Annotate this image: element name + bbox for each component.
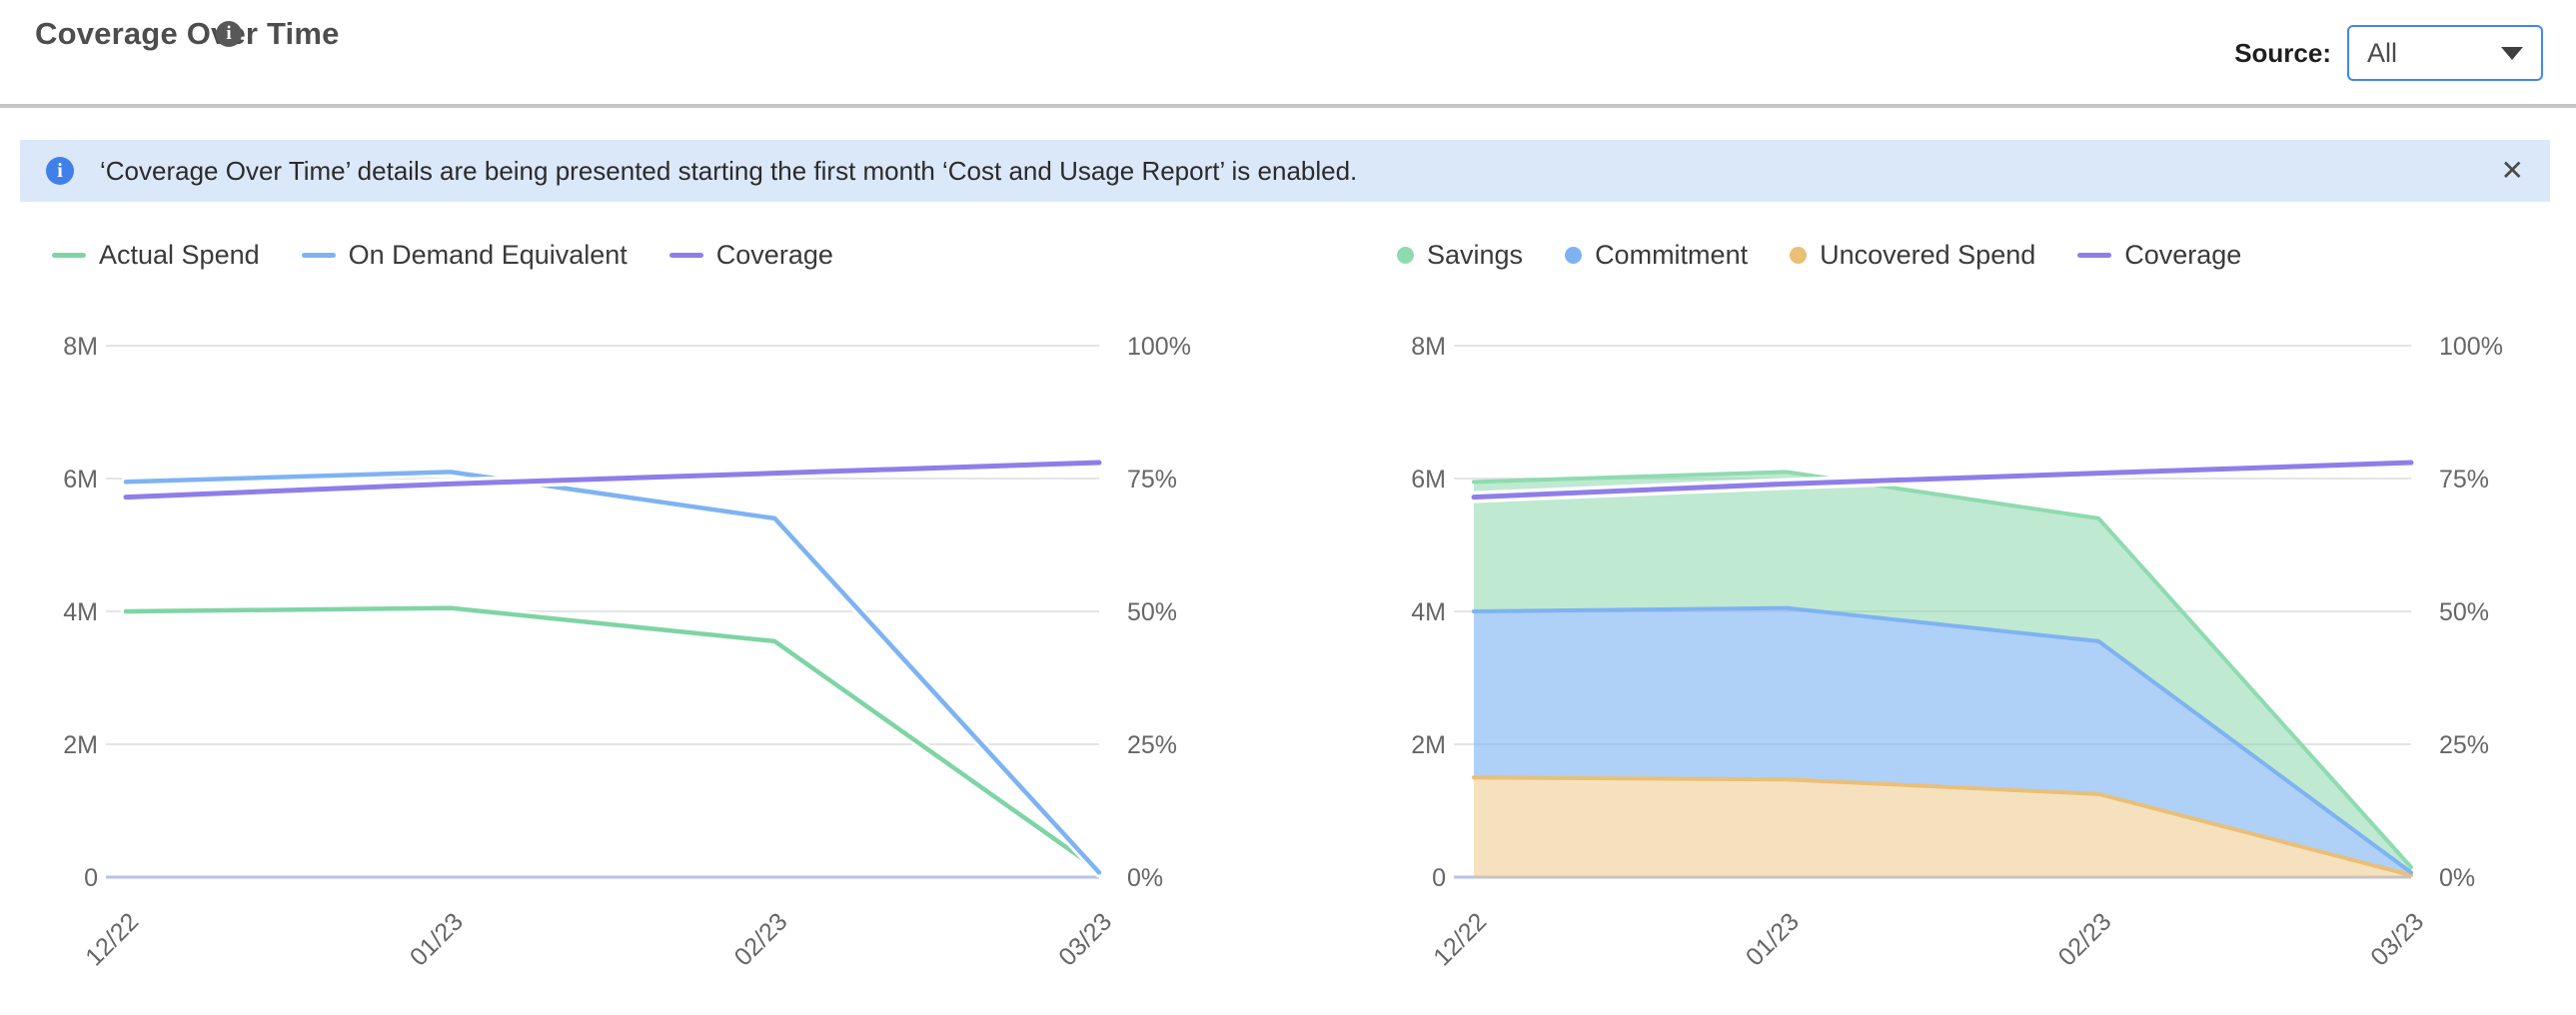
info-icon: i bbox=[46, 157, 74, 185]
source-filter: Source: All bbox=[2234, 25, 2543, 81]
left-chart-container: 0 2M 4M 6M 8M 0% 25% 50% 75% 100% 12/22 01/23 02/23 0… bbox=[30, 330, 1279, 1000]
left-axis-tick: 2M bbox=[1411, 731, 1446, 759]
left-axis-tick: 4M bbox=[1411, 598, 1446, 626]
banner-text: ‘Coverage Over Time’ details are being p… bbox=[100, 155, 1358, 186]
legend-label: Uncovered Spend bbox=[1820, 239, 2036, 270]
legend-item-uncovered-spend[interactable]: Uncovered Spend bbox=[1790, 240, 2035, 271]
source-dropdown[interactable]: All bbox=[2347, 25, 2543, 81]
legend-line-icon bbox=[52, 252, 86, 258]
x-axis-tick: 12/22 bbox=[1428, 907, 1492, 971]
area-savings bbox=[1474, 472, 2411, 873]
legend-item-actual-spend[interactable]: Actual Spend bbox=[52, 240, 260, 271]
right-axis-tick: 75% bbox=[1127, 466, 1177, 494]
left-axis-tick: 2M bbox=[63, 731, 98, 759]
area-edge-savings bbox=[1472, 470, 2413, 870]
x-axis-tick: 02/23 bbox=[729, 907, 793, 971]
chevron-down-icon bbox=[2501, 46, 2523, 60]
x-axis-tick: 01/23 bbox=[1741, 907, 1805, 971]
x-axis-tick: 01/23 bbox=[405, 907, 469, 971]
info-icon[interactable]: i bbox=[216, 21, 242, 47]
x-axis-tick: 02/23 bbox=[2053, 907, 2117, 971]
x-axis-labels: 12/22 01/23 02/23 03/23 bbox=[1428, 907, 2429, 971]
legend-item-commitment[interactable]: Commitment bbox=[1565, 240, 1748, 271]
spend-vs-on-demand-line-chart[interactable]: 0 2M 4M 6M 8M 0% 25% 50% 75% 100% 12/22 01/23 02/23 0… bbox=[30, 330, 1279, 995]
legend-label: Commitment bbox=[1595, 239, 1749, 270]
right-chart-legend: Savings Commitment Uncovered Spend Coverage bbox=[1397, 238, 2241, 272]
left-axis-labels: 0 2M 4M 6M 8M bbox=[63, 333, 98, 892]
legend-label: Savings bbox=[1427, 239, 1524, 270]
left-axis-tick: 0 bbox=[1432, 864, 1446, 892]
area-edge-commitment bbox=[1472, 605, 2413, 875]
legend-label: Actual Spend bbox=[99, 239, 260, 270]
left-axis-tick: 4M bbox=[63, 598, 98, 626]
right-axis-tick: 75% bbox=[2439, 466, 2489, 494]
left-axis-tick: 8M bbox=[63, 333, 98, 361]
coverage-stacked-area-chart[interactable]: 0 2M 4M 6M 8M 0% 25% 50% 75% 100% 12/22 01/23 02/23 0… bbox=[1374, 330, 2576, 995]
legend-line-icon bbox=[301, 252, 336, 258]
right-axis-tick: 0% bbox=[1127, 864, 1163, 892]
legend-item-savings[interactable]: Savings bbox=[1397, 240, 1523, 271]
legend-item-on-demand-equivalent[interactable]: On Demand Equivalent bbox=[301, 239, 628, 271]
right-axis-tick: 50% bbox=[2439, 598, 2489, 626]
x-axis-tick: 03/23 bbox=[1053, 907, 1117, 971]
left-axis-labels: 0 2M 4M 6M 8M bbox=[1411, 333, 1446, 892]
left-axis-tick: 8M bbox=[1411, 333, 1446, 361]
right-axis-labels: 0% 25% 50% 75% 100% bbox=[1127, 333, 1191, 892]
info-glyph: i bbox=[226, 23, 232, 44]
legend-dot-icon bbox=[1565, 246, 1583, 264]
page-title: Coverage Over Time bbox=[35, 16, 340, 51]
legend-label: Coverage bbox=[2124, 239, 2242, 270]
legend-dot-icon bbox=[1790, 246, 1808, 264]
left-axis-tick: 6M bbox=[63, 466, 98, 494]
source-dropdown-value: All bbox=[2367, 37, 2398, 68]
line-actual-spend bbox=[123, 605, 1102, 873]
area-commitment bbox=[1474, 607, 2411, 876]
legend-label: On Demand Equivalent bbox=[348, 239, 628, 270]
legend-item-coverage[interactable]: Coverage bbox=[668, 239, 833, 271]
right-axis-tick: 25% bbox=[1127, 731, 1177, 759]
legend-line-icon bbox=[2077, 252, 2112, 258]
left-axis-tick: 6M bbox=[1411, 466, 1446, 494]
right-axis-tick: 100% bbox=[2439, 333, 2503, 361]
right-axis-tick: 50% bbox=[1127, 598, 1177, 626]
left-chart-legend: Actual Spend On Demand Equivalent Coverage bbox=[52, 238, 833, 272]
area-edge-uncovered-spend bbox=[1472, 775, 2413, 878]
legend-line-icon bbox=[668, 252, 703, 258]
x-axis-tick: 03/23 bbox=[2365, 907, 2429, 971]
area-uncovered-spend bbox=[1474, 777, 2411, 877]
right-axis-tick: 0% bbox=[2439, 864, 2475, 892]
x-axis-labels: 12/22 01/23 02/23 03/23 bbox=[80, 907, 1117, 971]
right-chart-container: 0 2M 4M 6M 8M 0% 25% 50% 75% 100% 12/22 01/23 02/23 0… bbox=[1374, 330, 2576, 1000]
left-axis-tick: 0 bbox=[84, 864, 98, 892]
legend-label: Coverage bbox=[715, 239, 833, 270]
line-coverage bbox=[123, 460, 1102, 501]
right-axis-tick: 25% bbox=[2439, 731, 2489, 759]
plot-series bbox=[120, 457, 1105, 878]
header-divider bbox=[0, 104, 2576, 108]
info-glyph: i bbox=[57, 159, 63, 182]
plot-series bbox=[1468, 457, 2417, 878]
x-axis-tick: 12/22 bbox=[80, 907, 144, 971]
line-coverage bbox=[1471, 460, 2414, 501]
legend-item-coverage[interactable]: Coverage bbox=[2077, 240, 2241, 271]
info-banner: i ‘Coverage Over Time’ details are being… bbox=[20, 140, 2550, 202]
right-axis-tick: 100% bbox=[1127, 333, 1191, 361]
legend-dot-icon bbox=[1397, 246, 1414, 264]
line-on-demand-equivalent bbox=[123, 470, 1102, 875]
right-axis-labels: 0% 25% 50% 75% 100% bbox=[2439, 333, 2503, 892]
source-label: Source: bbox=[2234, 37, 2331, 68]
close-icon[interactable]: ✕ bbox=[2500, 155, 2524, 186]
